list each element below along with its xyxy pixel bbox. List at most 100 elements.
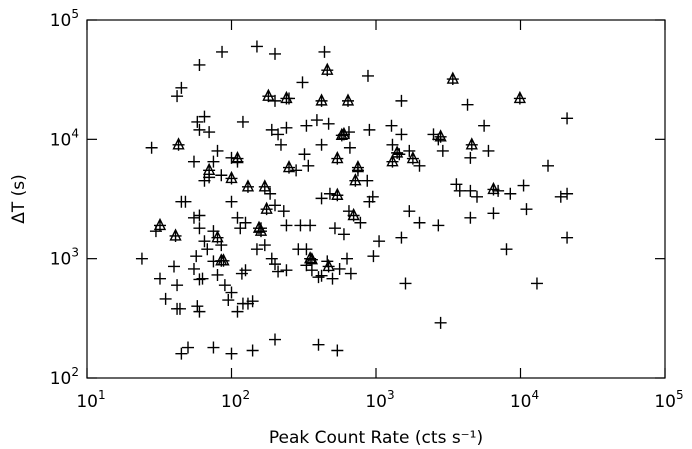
point-plus [167,260,180,273]
plot-frame [86,19,666,379]
point-plus [464,184,477,197]
point-plus [265,123,278,136]
point-plus [464,211,477,224]
point-triangle [262,88,275,103]
point-triangle [331,150,344,165]
point-triangle [446,71,459,86]
point-plus [487,207,500,220]
point-plus [292,243,305,256]
point-plus [207,341,220,354]
point-plus [225,347,238,360]
point-plus [322,117,335,130]
point-plus [193,123,206,136]
point-plus [328,222,341,235]
point-plus [520,203,533,216]
point-plus [482,144,495,157]
point-plus [354,216,367,229]
point-plus [298,148,311,161]
point-triangle [513,90,527,105]
point-triangle [305,252,319,266]
y-tick-label-base: 10 [50,130,72,150]
point-plus [193,305,206,318]
point-plus [280,264,293,277]
point-plus [190,250,203,263]
point-plus [268,47,281,60]
point-triangle [172,137,185,151]
point-triangle [231,150,244,165]
point-plus [554,190,567,203]
point-plus [191,115,204,128]
point-plus [187,211,200,224]
y-tick-label-exp: 2 [71,365,79,379]
x-tick-label-exp: 5 [676,388,684,402]
point-plus [193,273,206,286]
point-plus [315,269,328,282]
point-plus [434,316,447,329]
x-tick-label: 105 [654,388,683,412]
point-plus [450,178,463,191]
point-plus [395,128,408,141]
point-triangle [331,187,344,202]
point-triangle [351,159,365,174]
y-tick-label: 102 [50,365,79,389]
point-plus [231,305,244,318]
point-plus [361,174,374,187]
point-triangle [349,173,362,187]
point-plus [326,272,339,285]
point-plus [300,119,313,132]
point-triangle [347,207,360,222]
point-plus [367,250,380,263]
point-plus [471,190,484,203]
point-plus [211,268,224,281]
point-plus [191,300,204,313]
point-triangle [254,223,268,238]
point-triangle [202,162,216,177]
point-triangle [211,230,224,244]
point-plus [386,138,399,151]
point-plus [250,243,263,256]
point-plus [333,262,346,275]
point-plus [272,265,285,278]
point-triangle [153,217,167,232]
point-plus [187,155,200,168]
point-plus [315,138,328,151]
point-plus [280,121,293,134]
point-plus [222,294,235,307]
point-plus [310,114,323,127]
x-tick-label-exp: 3 [387,388,395,402]
point-triangle [241,179,255,193]
point-plus [153,272,166,285]
point-plus [215,169,228,182]
point-triangle [386,154,399,168]
point-plus [265,252,278,265]
point-triangle [337,126,351,141]
point-triangle [322,258,335,273]
point-triangle [341,93,355,107]
point-plus [268,94,281,107]
point-plus [478,119,491,132]
point-plus [403,144,416,157]
point-plus [305,264,318,277]
x-tick-label: 101 [76,388,105,412]
point-triangle [280,90,293,105]
point-plus [211,144,224,157]
point-triangle [169,228,182,242]
point-plus [318,45,331,58]
point-plus [395,94,408,107]
point-plus [135,252,148,265]
point-plus [395,231,408,244]
point-triangle [406,150,420,165]
point-plus [542,159,555,172]
point-plus [344,267,357,280]
point-plus [561,231,574,244]
point-plus [246,295,259,308]
point-plus [201,243,214,256]
point-plus [198,174,211,187]
x-tick-label-base: 10 [654,392,676,412]
point-plus [175,81,188,94]
point-plus [453,184,466,197]
x-tick-label-exp: 1 [98,388,106,402]
point-triangle [315,93,328,107]
point-plus [385,119,398,132]
